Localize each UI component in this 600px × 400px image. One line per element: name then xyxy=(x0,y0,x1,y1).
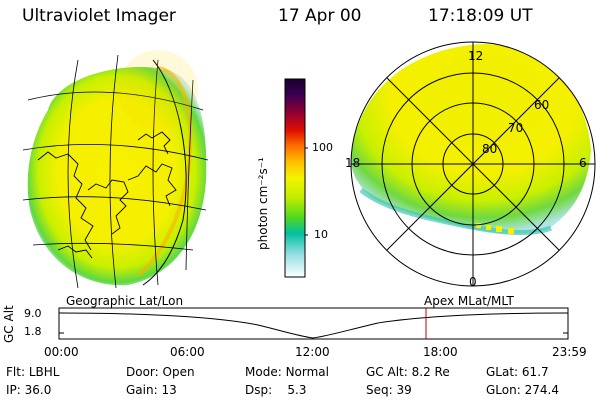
mlt-label-12: 12 xyxy=(468,49,483,63)
time-tick-2359: 23:59 xyxy=(552,345,587,359)
status-gc-alt: GC Alt: 8.2 Re xyxy=(366,365,450,379)
geographic-image xyxy=(22,50,209,289)
time-tick-1800: 18:00 xyxy=(423,345,458,359)
status-mode: Mode: Normal xyxy=(245,365,329,379)
lat-label-70: 70 xyxy=(508,121,523,135)
coastlines xyxy=(37,131,177,259)
gc-alt-axis-label: GC Alt xyxy=(2,305,16,343)
mlt-label-18: 18 xyxy=(345,156,360,170)
colorbar-tick-100: 100 xyxy=(312,141,333,154)
colorbar-tick-10: 10 xyxy=(314,228,328,241)
status-seq: Seq: 39 xyxy=(366,383,412,397)
lat-label-60: 60 xyxy=(534,98,549,112)
colorbar-unit-label: photon cm⁻²s⁻¹ xyxy=(256,157,270,250)
altitude-plot xyxy=(58,307,569,340)
status-glat: GLat: 61.7 xyxy=(486,365,549,379)
time-tick-0600: 06:00 xyxy=(170,345,205,359)
apex-mlat-mlt-title: Apex MLat/MLT xyxy=(424,294,514,308)
lat-lon-grid xyxy=(22,54,209,289)
alt-tick-1-8: 1.8 xyxy=(24,325,42,338)
status-door: Door: Open xyxy=(126,365,195,379)
polar-image xyxy=(351,44,591,235)
geographic-lat-lon-title: Geographic Lat/Lon xyxy=(66,294,184,308)
status-ip: IP: 36.0 xyxy=(6,383,52,397)
time-label: 17:18:09 UT xyxy=(428,6,533,26)
status-gain: Gain: 13 xyxy=(126,383,177,397)
altitude-curve xyxy=(58,312,569,339)
status-flt: Flt: LBHL xyxy=(6,365,60,379)
status-dsp: Dsp: 5.3 xyxy=(245,383,307,397)
polar-grid xyxy=(350,41,596,287)
mlt-label-6: 6 xyxy=(579,156,587,170)
time-tick-1200: 12:00 xyxy=(295,345,330,359)
color-bar xyxy=(284,78,308,278)
alt-tick-9: 9.0 xyxy=(24,307,42,320)
polar-plot: 12 18 6 0 60 70 80 xyxy=(345,41,596,289)
status-glon: GLon: 274.4 xyxy=(486,383,559,397)
instrument-title: Ultraviolet Imager xyxy=(22,6,176,26)
date-label: 17 Apr 00 xyxy=(278,6,362,26)
lat-label-80: 80 xyxy=(482,142,497,156)
time-tick-0000: 00:00 xyxy=(44,345,79,359)
mlt-label-0: 0 xyxy=(469,275,477,289)
